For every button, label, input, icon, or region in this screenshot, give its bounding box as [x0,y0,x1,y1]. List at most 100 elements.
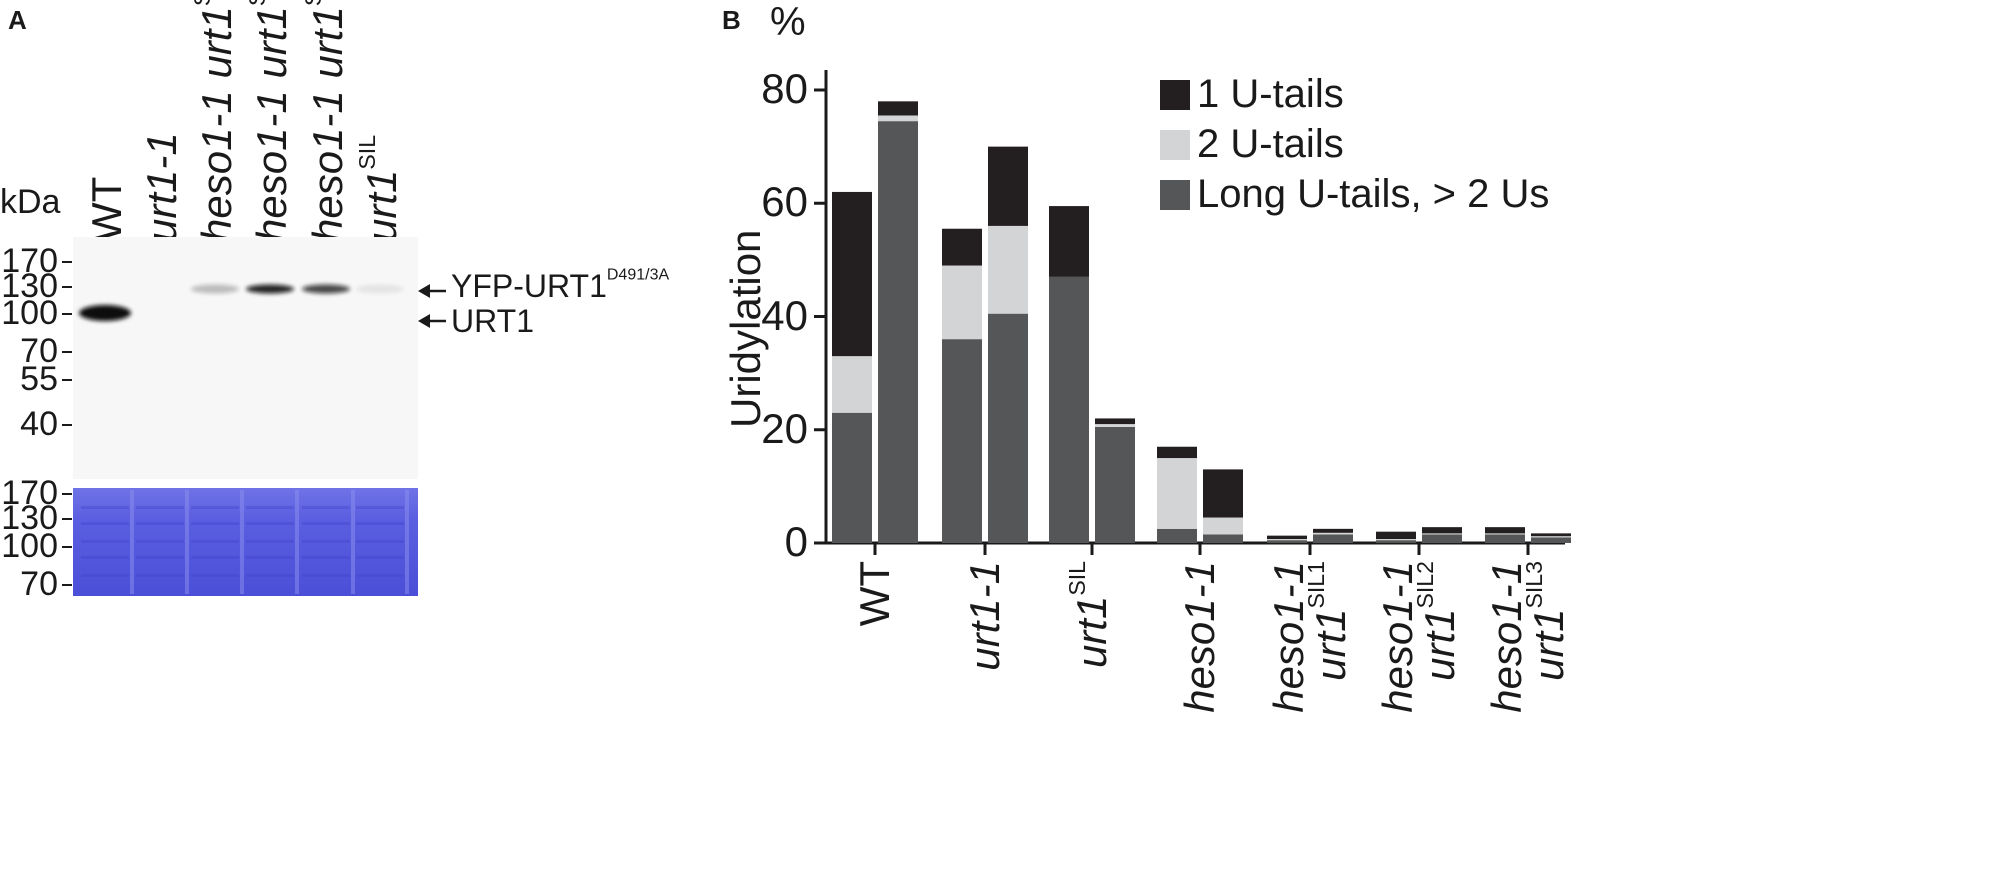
x-category-label: urt1SIL [1064,561,1115,669]
stain-band [356,540,404,543]
stain-band [191,574,239,577]
legend-swatch [1160,130,1190,160]
stain-band [136,522,184,525]
yfp-annotation-sup: D491/3A [606,266,670,284]
bar-segment-0 [1095,426,1135,543]
bar-segment-0 [1267,540,1307,543]
stain-band [191,556,239,559]
yfp-band [191,284,239,294]
bar-segment-1 [1422,533,1462,535]
marker-label: 170 [1,242,58,280]
bar-segment-2 [832,191,872,357]
stain-band [356,506,404,509]
bar-segment-1 [1485,533,1525,535]
stain-band [136,506,184,509]
stain-lane-gap [185,490,189,594]
bar-segment-1 [1203,517,1243,535]
bar-segment-0 [1157,528,1197,543]
bar-segment-0 [1203,534,1243,543]
yfp-band [356,284,404,294]
marker-label: 100 [1,294,58,332]
bar-segment-0 [1049,276,1089,543]
chart-bars [832,101,1571,544]
stain-band [302,540,350,543]
yfp-annotation-text: YFP-URT1 [451,268,607,304]
blot-membrane [73,237,418,479]
bar-segment-0 [1485,534,1525,543]
urt1-annotation: URT1 [451,303,534,340]
bar-segment-1 [988,225,1028,314]
bar-segment-0 [988,313,1028,543]
bar-segment-0 [942,339,982,543]
legend-label: 1 U-tails [1197,72,1344,116]
x-category-label: urt1-1 [961,561,1008,671]
x-category-label: heso1-1 urt1SIL2 [1374,561,1463,713]
stain-band [356,574,404,577]
x-category-label: heso1-1 [1176,561,1223,713]
panel-b-letter: B [722,5,741,35]
bar-segment-1 [942,265,982,340]
bar-segment-0 [878,121,918,544]
bar-segment-1 [1157,458,1197,529]
marker-label: 40 [20,405,58,443]
bar-segment-2 [1485,527,1525,534]
yfp-band [302,284,350,294]
stain-band [302,556,350,559]
stain-lane-streaks [81,490,409,594]
bar-segment-1 [1313,532,1353,535]
blot-bands [79,284,404,321]
yfp-band [246,284,294,294]
bar-segment-0 [1422,534,1462,543]
stain-marker-label: 100 [1,527,58,565]
panel-a-letter: A [8,5,27,35]
y-tick-label: 0 [784,518,808,565]
legend-label: Long U-tails, > 2 Us [1197,172,1550,216]
marker-label: 55 [20,360,58,398]
bar-segment-2 [1267,535,1307,540]
stain-band [246,574,294,577]
y-tick-label: 40 [761,291,808,339]
y-tick-label: 60 [761,178,808,226]
stain-band [81,556,129,559]
yfp-arrowhead-icon [418,284,430,298]
bar-segment-2 [988,146,1028,226]
x-category-label: heso1-1 urt1SIL1 [1265,561,1354,713]
bar-segment-2 [1531,533,1571,537]
bar-segment-2 [1313,528,1353,533]
marker-label: 70 [20,332,58,370]
stain-marker-label: 170 [1,474,58,512]
bar-segment-1 [1267,539,1307,541]
legend-label: 2 U-tails [1197,122,1344,166]
stain-band [246,522,294,525]
bar-segment-1 [1095,424,1135,427]
stain-band [356,522,404,525]
bar-segment-2 [1422,527,1462,534]
stain-band [302,506,350,509]
bar-segment-1 [1531,536,1571,538]
stain-band [136,556,184,559]
stain-band [246,540,294,543]
stain-lane-gap [295,490,299,594]
stain-band [81,522,129,525]
chart-legend [1160,80,1190,210]
stain-lane-gap [405,490,409,594]
stain-band [246,506,294,509]
stain-band [136,540,184,543]
bar-segment-2 [1049,206,1089,277]
legend-swatch [1160,180,1190,210]
y-tick-label: 20 [761,404,808,452]
stain-lane-gap [351,490,355,594]
bar-segment-1 [832,356,872,413]
stain-band [191,540,239,543]
y-tick-label: 80 [761,65,808,112]
bar-segment-2 [1157,446,1197,459]
marker-ticks [62,261,72,586]
band-arrows [418,284,446,328]
kda-label: kDa [0,183,61,221]
bar-segment-0 [1376,540,1416,543]
yfp-annotation: YFP-URT1D491/3A [451,266,670,305]
stain-band [191,522,239,525]
stain-lane-gap [130,490,134,594]
